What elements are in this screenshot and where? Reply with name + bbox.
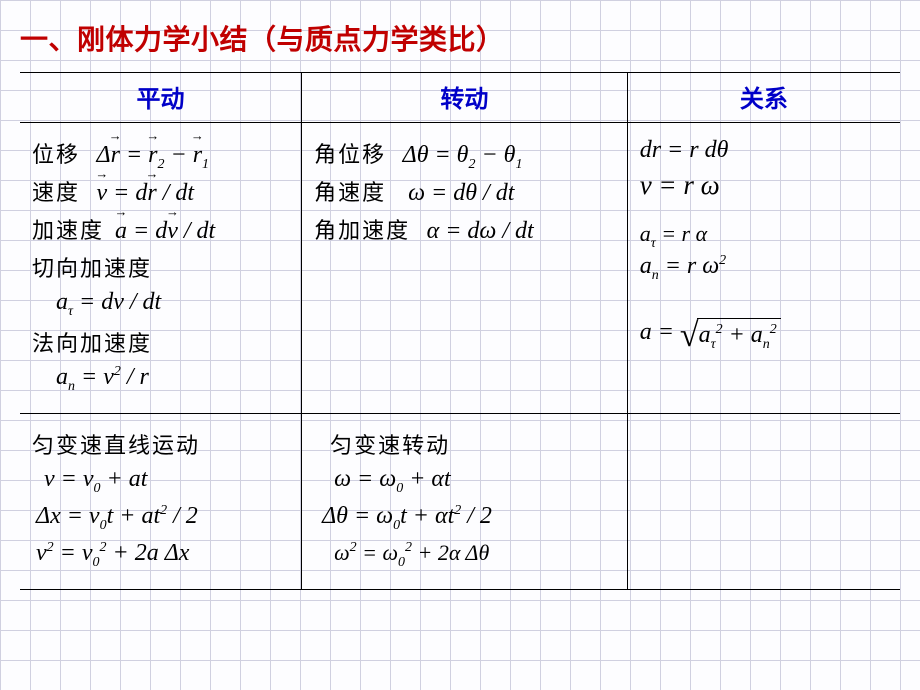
- label-ang-velocity: 角速度: [314, 180, 386, 205]
- cell-uniform-rotation: 匀变速转动 ω = ω0 + αt Δθ = ω0t + αt2 / 2 ω2 …: [302, 414, 628, 590]
- label-uniform-linear: 匀变速直线运动: [32, 433, 200, 458]
- table-row: 匀变速直线运动 v = v0 + at Δx = v0t + at2 / 2 v…: [20, 414, 900, 590]
- cell-uniform-linear: 匀变速直线运动 v = v0 + at Δx = v0t + at2 / 2 v…: [20, 414, 302, 590]
- eq-tangential: aτ = dv / dt: [56, 289, 293, 316]
- label-acceleration: 加速度: [32, 218, 104, 243]
- header-rotation: 转动: [302, 73, 628, 123]
- eq-v2: v2 = v02 + 2a Δx: [36, 540, 293, 567]
- eq-dr: dr = r dθ: [640, 137, 892, 164]
- cell-empty: [627, 414, 900, 590]
- eq-ang-acc: α = dω / dt: [427, 218, 534, 244]
- label-tangential-acc: 切向加速度: [32, 256, 152, 281]
- slide-content: 一、刚体力学小结（与质点力学类比） 平动 转动 关系 位移 Δr = r2 − …: [0, 0, 920, 600]
- eq-v-rw: v = r ω: [640, 170, 892, 201]
- eq-w-rot: ω = ω0 + αt: [334, 466, 619, 493]
- label-ang-displacement: 角位移: [314, 142, 386, 167]
- eq-a-mag: a = √ aτ2 + an2: [640, 318, 892, 349]
- cell-translation-kinematics: 位移 Δr = r2 − r1 速度 v = dr / dt 加速度 a = d…: [20, 123, 302, 414]
- eq-acc: a = dv / dt: [115, 218, 215, 244]
- eq-w2: ω2 = ω02 + 2α Δθ: [334, 540, 619, 566]
- eq-dx: Δx = v0t + at2 / 2: [36, 503, 293, 530]
- label-ang-acceleration: 角加速度: [314, 218, 410, 243]
- comparison-table: 平动 转动 关系 位移 Δr = r2 − r1 速度 v = dr / dt: [20, 72, 900, 590]
- slide-title: 一、刚体力学小结（与质点力学类比）: [20, 18, 900, 58]
- label-displacement: 位移: [32, 142, 80, 167]
- eq-disp: Δr = r2 − r1: [97, 142, 210, 168]
- table-row: 位移 Δr = r2 − r1 速度 v = dr / dt 加速度 a = d…: [20, 123, 900, 414]
- eq-an: an = r ω2: [640, 253, 892, 280]
- eq-atau: aτ = r α: [640, 221, 892, 247]
- header-translation: 平动: [20, 73, 302, 123]
- eq-normal: an = v2 / r: [56, 364, 293, 391]
- cell-rotation-kinematics: 角位移 Δθ = θ2 − θ1 角速度 ω = dθ / dt 角加速度 α …: [302, 123, 628, 414]
- label-normal-acc: 法向加速度: [32, 331, 152, 356]
- label-velocity: 速度: [32, 180, 80, 205]
- table-header-row: 平动 转动 关系: [20, 73, 900, 123]
- eq-v-linear: v = v0 + at: [44, 466, 293, 493]
- cell-relations: dr = r dθ v = r ω aτ = r α an = r ω2 a =…: [627, 123, 900, 414]
- eq-dtheta: Δθ = ω0t + αt2 / 2: [322, 503, 619, 530]
- eq-ang-vel: ω = dθ / dt: [408, 180, 514, 206]
- header-relation: 关系: [627, 73, 900, 123]
- label-uniform-rotation: 匀变速转动: [330, 433, 450, 458]
- eq-vel: v = dr / dt: [97, 180, 195, 206]
- eq-ang-disp: Δθ = θ2 − θ1: [403, 142, 523, 168]
